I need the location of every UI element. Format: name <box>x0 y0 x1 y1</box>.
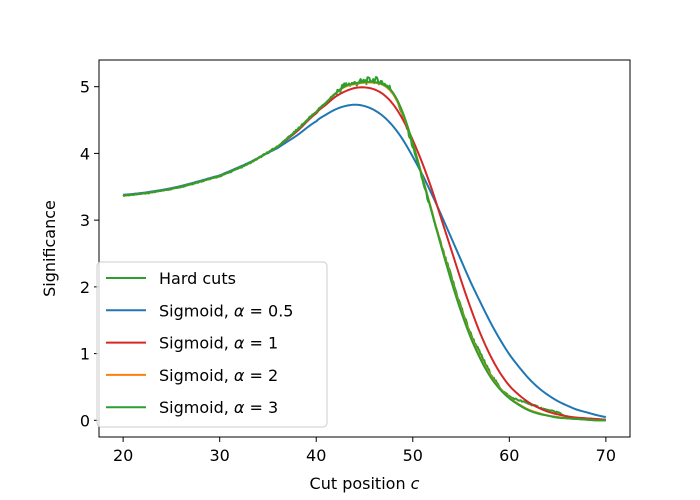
legend-alpha-symbol: α <box>234 398 245 417</box>
legend-label-text: Sigmoid, <box>159 398 234 417</box>
x-axis-label-variable: c <box>411 474 420 493</box>
x-axis-ticks: 20 30 40 50 60 70 <box>113 437 616 465</box>
legend-alpha-symbol: α <box>234 366 245 385</box>
legend-equals: = <box>244 366 268 385</box>
y-axis-label: Significance <box>40 200 59 297</box>
y-tick-label: 0 <box>80 411 90 430</box>
y-tick-label: 4 <box>80 144 90 163</box>
legend-item: Hard cuts <box>106 269 236 288</box>
y-tick-label: 2 <box>80 278 90 297</box>
y-axis-ticks: 0 1 2 3 4 5 <box>80 78 99 430</box>
legend-alpha-value: 1 <box>268 334 278 353</box>
legend-item: Sigmoid, α = 2 <box>106 366 278 385</box>
y-tick-label: 1 <box>80 345 90 364</box>
legend-equals: = <box>244 398 268 417</box>
legend-alpha-symbol: α <box>234 301 245 320</box>
legend-alpha-value: 2 <box>268 366 278 385</box>
y-tick-label: 3 <box>80 211 90 230</box>
legend-label: Sigmoid, α = 3 <box>159 398 278 417</box>
legend-label-text: Sigmoid, <box>159 334 234 353</box>
series-line <box>123 80 606 422</box>
axes-frame <box>98 59 631 438</box>
legend-alpha-symbol: α <box>234 334 245 353</box>
x-tick-label: 40 <box>306 446 326 465</box>
legend-item: Sigmoid, α = 0.5 <box>106 301 293 320</box>
legend-label-text: Sigmoid, <box>159 301 234 320</box>
x-tick-label: 20 <box>113 446 133 465</box>
x-tick-label: 70 <box>596 446 616 465</box>
legend-label-text: Sigmoid, <box>159 366 234 385</box>
legend-alpha-value: 3 <box>268 398 278 417</box>
x-tick-label: 50 <box>403 446 423 465</box>
legend-label: Sigmoid, α = 0.5 <box>159 301 293 320</box>
legend-box <box>96 261 328 428</box>
x-tick-label: 30 <box>210 446 230 465</box>
x-axis-label: Cut position c <box>310 474 420 493</box>
legend-label: Sigmoid, α = 1 <box>159 334 278 353</box>
legend-label: Hard cuts <box>159 269 236 288</box>
legend-alpha-value: 0.5 <box>268 301 293 320</box>
legend-item: Sigmoid, α = 3 <box>106 398 278 417</box>
legend-label: Sigmoid, α = 2 <box>159 366 278 385</box>
x-axis-label-text: Cut position <box>310 474 406 493</box>
legend-equals: = <box>244 334 268 353</box>
legend-label-text: Hard cuts <box>159 269 236 288</box>
legend-equals: = <box>244 301 268 320</box>
y-tick-label: 5 <box>80 78 90 97</box>
x-tick-label: 60 <box>499 446 519 465</box>
plot-lines <box>122 76 606 422</box>
legend-item: Sigmoid, α = 1 <box>106 334 278 353</box>
